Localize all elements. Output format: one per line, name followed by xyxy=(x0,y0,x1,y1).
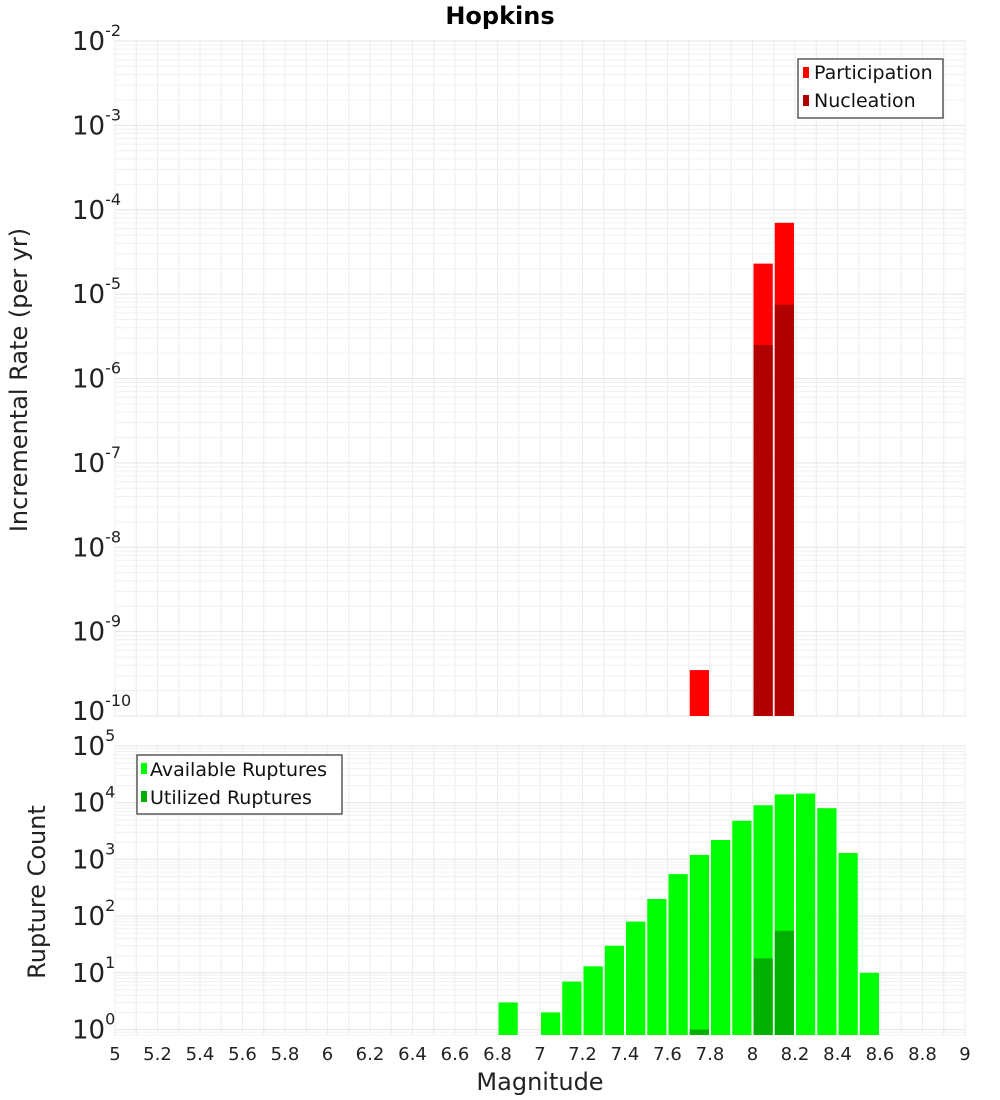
x-tick-label: 5.8 xyxy=(271,1044,300,1065)
utilized-ruptures-bar xyxy=(689,1029,709,1035)
available-legend-label: Available Ruptures xyxy=(150,759,327,781)
x-tick-label: 5.6 xyxy=(228,1044,257,1065)
x-tick-label: 8 xyxy=(747,1044,758,1065)
available-ruptures-bar xyxy=(647,899,667,1035)
count-bars xyxy=(498,793,879,1035)
participation-legend-swatch xyxy=(803,67,809,78)
y-tick-label: 10-6 xyxy=(72,359,121,395)
available-ruptures-bar xyxy=(583,966,603,1035)
x-tick-label: 6.8 xyxy=(483,1044,512,1065)
x-tick-label: 5.2 xyxy=(143,1044,172,1065)
count-y-ticks: 105 104 103 102 101 100 xyxy=(72,726,115,1046)
utilized-ruptures-bar xyxy=(774,930,794,1035)
rate-bars xyxy=(689,222,794,716)
x-tick-label: 8.6 xyxy=(866,1044,895,1065)
available-ruptures-bar xyxy=(541,1012,561,1035)
rate-y-ticks: 10-2 10-3 10-4 10-5 10-6 10-7 10-8 10-9 10-10 xyxy=(72,21,131,727)
count-legend: Available Ruptures Utilized Ruptures xyxy=(136,754,343,815)
y-tick-label: 10-3 xyxy=(72,105,121,141)
available-legend-swatch xyxy=(141,763,147,774)
available-ruptures-bar xyxy=(817,808,837,1035)
available-ruptures-bar xyxy=(859,972,879,1035)
available-ruptures-bar xyxy=(604,945,624,1035)
x-tick-label: 9 xyxy=(959,1044,970,1065)
count-legend-box xyxy=(136,754,343,815)
y-tick-label: 10-8 xyxy=(72,527,121,563)
x-tick-label: 8.8 xyxy=(908,1044,937,1065)
utilized-ruptures-bar xyxy=(753,958,773,1035)
rate-legend: Participation Nucleation xyxy=(797,58,944,119)
rate-panel: 10-2 10-3 10-4 10-5 10-6 10-7 10-8 10-9 10-10 In… xyxy=(5,21,966,727)
rate-gridlines xyxy=(114,40,966,717)
available-ruptures-bar xyxy=(689,854,709,1035)
available-ruptures-bar xyxy=(732,820,752,1035)
y-tick-label: 10-5 xyxy=(72,274,121,310)
x-tick-label: 8.2 xyxy=(781,1044,810,1065)
nucleation-legend-swatch xyxy=(803,95,809,106)
available-ruptures-bar xyxy=(711,839,731,1035)
y-tick-label: 101 xyxy=(72,953,115,989)
chart-title: Hopkins xyxy=(445,2,554,30)
x-tick-label: 5.4 xyxy=(186,1044,215,1065)
y-tick-label: 100 xyxy=(72,1010,115,1046)
x-tick-label: 5 xyxy=(109,1044,120,1065)
y-tick-label: 10-4 xyxy=(72,190,121,226)
x-tick-label: 7.2 xyxy=(568,1044,597,1065)
x-axis-title: Magnitude xyxy=(476,1068,603,1096)
available-ruptures-bar xyxy=(668,874,688,1035)
y-tick-label: 104 xyxy=(72,783,115,819)
x-tick-label: 7.4 xyxy=(611,1044,640,1065)
count-panel: 105 104 103 102 101 100 Rupture Count Availab… xyxy=(23,726,971,1096)
y-tick-label: 10-2 xyxy=(72,21,121,57)
available-ruptures-bar xyxy=(498,1002,518,1035)
participation-bar xyxy=(689,670,709,716)
y-tick-label: 10-10 xyxy=(72,691,131,727)
x-tick-label: 8.4 xyxy=(823,1044,852,1065)
magnitude-x-ticks: 5 5.2 5.4 5.6 5.8 6 6.2 6.4 6.6 6.8 7 7.2 7.4 7.6 7.8 8… xyxy=(109,1044,970,1065)
nucleation-bar xyxy=(753,344,773,716)
utilized-legend-label: Utilized Ruptures xyxy=(150,787,312,809)
x-tick-label: 7.8 xyxy=(696,1044,725,1065)
x-tick-label: 7 xyxy=(534,1044,545,1065)
utilized-legend-swatch xyxy=(141,791,147,802)
x-tick-label: 6.6 xyxy=(441,1044,470,1065)
y-tick-label: 105 xyxy=(72,726,115,762)
nucleation-bar xyxy=(774,304,794,716)
available-ruptures-bar xyxy=(838,852,858,1035)
available-ruptures-bar xyxy=(562,981,582,1035)
nucleation-legend-label: Nucleation xyxy=(814,90,916,112)
available-ruptures-bar xyxy=(626,921,646,1035)
y-tick-label: 103 xyxy=(72,839,115,875)
rate-y-axis-title: Incremental Rate (per yr) xyxy=(5,228,33,532)
y-tick-label: 10-7 xyxy=(72,443,121,479)
count-y-axis-title: Rupture Count xyxy=(23,805,51,979)
x-tick-label: 6.4 xyxy=(398,1044,427,1065)
y-tick-label: 102 xyxy=(72,896,115,932)
rate-legend-box xyxy=(797,58,944,119)
y-tick-label: 10-9 xyxy=(72,612,121,648)
available-ruptures-bar xyxy=(796,793,816,1035)
x-tick-label: 6 xyxy=(322,1044,333,1065)
x-tick-label: 7.6 xyxy=(653,1044,682,1065)
participation-legend-label: Participation xyxy=(814,62,933,84)
x-tick-label: 6.2 xyxy=(356,1044,385,1065)
